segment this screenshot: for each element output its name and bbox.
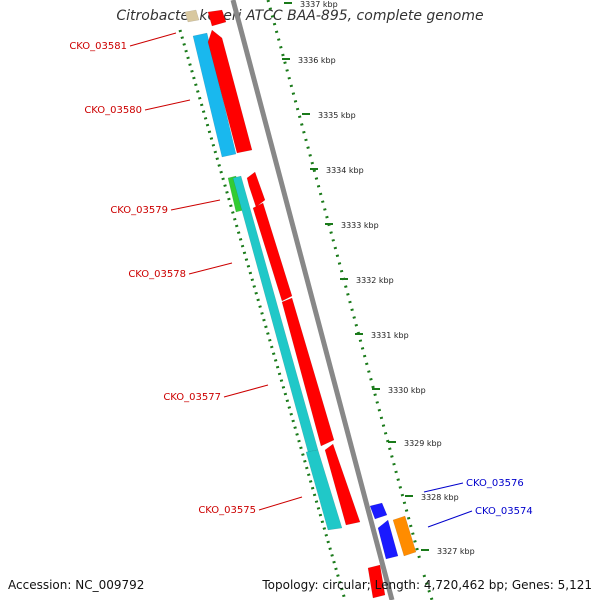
gene-03576-block[interactable]: [369, 502, 388, 520]
gene-leader-line: [129, 32, 177, 47]
gene-leader-line: [423, 482, 464, 493]
gene-label[interactable]: CKO_03577: [163, 392, 221, 403]
gene-label[interactable]: CKO_03579: [110, 205, 168, 216]
gene-03579-block[interactable]: [246, 171, 266, 208]
scale-tick-label: 3332 kbp: [356, 276, 394, 285]
gene-label[interactable]: CKO_03580: [84, 105, 142, 116]
gene-03581-block[interactable]: [207, 9, 227, 27]
gene-03578-block[interactable]: [252, 202, 293, 302]
scale-tick-label: 3330 kbp: [388, 386, 426, 395]
gene-03577-block[interactable]: [281, 297, 335, 447]
scale-tick-label: 3327 kbp: [437, 547, 475, 556]
gene-label[interactable]: CKO_03575: [198, 505, 256, 516]
outer-tick-track: [266, 0, 422, 561]
gene-03580-match[interactable]: [192, 32, 237, 158]
gene-03575-block[interactable]: [324, 443, 361, 526]
accession-text: Accession: NC_009792: [8, 578, 145, 592]
gene-03578-match[interactable]: [232, 175, 319, 453]
scale-tick-label: 3331 kbp: [371, 331, 409, 340]
gene-leader-line: [223, 384, 269, 398]
scale-tick-label: 3334 kbp: [326, 166, 364, 175]
gene-03580-block[interactable]: [207, 29, 253, 154]
scale-tick-label: 3337 kbp: [300, 0, 338, 9]
gene-03576-block-lower[interactable]: [377, 519, 399, 560]
scale-tick-label: 3329 kbp: [404, 439, 442, 448]
gene-label[interactable]: CKO_03576: [466, 478, 524, 489]
gene-label[interactable]: CKO_03578: [128, 269, 186, 280]
gene-03581-match[interactable]: [184, 9, 200, 23]
gene-leader-line: [188, 262, 233, 275]
gene-leader-line: [144, 99, 191, 111]
gene-leader-line: [170, 199, 221, 211]
genome-summary-text: Topology: circular; Length: 4,720,462 bp…: [262, 578, 592, 592]
gene-03574-block[interactable]: [367, 564, 386, 599]
backbone-line: [230, 0, 395, 600]
gene-leader-line: [427, 510, 473, 528]
gene-label[interactable]: CKO_03574: [475, 506, 533, 517]
scale-tick-label: 3335 kbp: [318, 111, 356, 120]
scale-tick-label: 3333 kbp: [341, 221, 379, 230]
scale-tick-label: 3336 kbp: [298, 56, 336, 65]
inner-tick-track: [178, 29, 347, 600]
gene-03575-match[interactable]: [305, 449, 343, 531]
scale-tick-label: 3328 kbp: [421, 493, 459, 502]
gene-leader-line: [258, 496, 303, 511]
gene-label[interactable]: CKO_03581: [69, 41, 127, 52]
gene-03574-match[interactable]: [392, 515, 417, 557]
